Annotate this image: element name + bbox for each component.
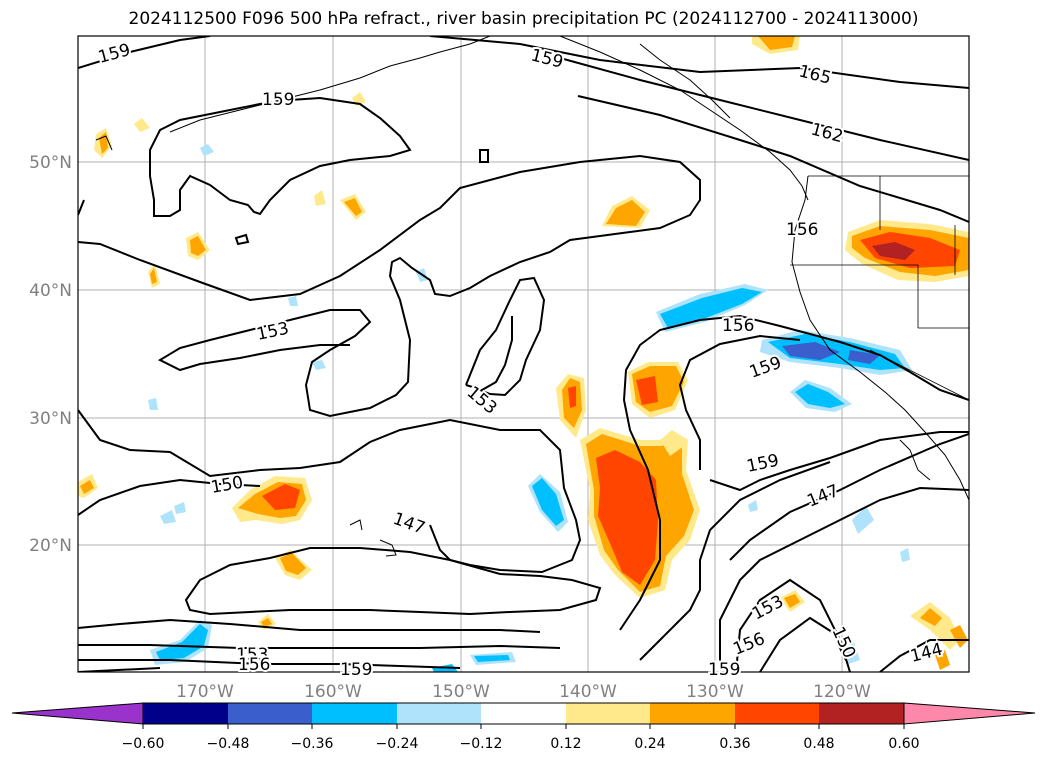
precip-positive-area bbox=[190, 236, 206, 256]
precip-negative-area bbox=[532, 478, 564, 526]
contour-label: 156 bbox=[238, 655, 270, 675]
precip-negative-area bbox=[148, 398, 158, 410]
colorbar-tick-label: −0.48 bbox=[207, 736, 250, 752]
colorbar-tick-label: −0.12 bbox=[460, 736, 503, 752]
lon-label: 160°W bbox=[304, 682, 362, 702]
precip-positive-area bbox=[920, 608, 942, 626]
colorbar-tick-label: 0.48 bbox=[803, 736, 834, 752]
contour-label: 153 bbox=[749, 592, 787, 625]
map-frame bbox=[77, 35, 970, 673]
contour-label: 153 bbox=[255, 319, 291, 345]
colorbar-segment bbox=[397, 703, 481, 724]
colorbar-extend-max bbox=[903, 702, 1036, 725]
precip-negative-area bbox=[200, 144, 214, 156]
colorbar-segment bbox=[228, 703, 312, 724]
precip-positive-area bbox=[636, 376, 658, 405]
contour-label: 156 bbox=[722, 316, 754, 336]
precip-negative-area bbox=[795, 384, 845, 408]
lat-label: 50°N bbox=[29, 153, 72, 173]
precip-positive-area bbox=[872, 242, 915, 260]
lat-label: 30°N bbox=[29, 409, 72, 429]
precip-negative-area bbox=[748, 500, 758, 512]
map-content bbox=[78, 36, 969, 672]
contour-label: 153 bbox=[463, 383, 501, 419]
coastlines bbox=[95, 36, 969, 557]
precip-shading bbox=[78, 36, 969, 672]
precip-positive-area bbox=[314, 190, 326, 206]
colorbar: −0.60 −0.48 −0.36 −0.24 −0.12 0.12 0.24 … bbox=[11, 702, 1036, 752]
precip-negative-area bbox=[900, 548, 910, 562]
precip-positive-area bbox=[568, 386, 576, 408]
refractivity-contours bbox=[78, 36, 969, 672]
precip-negative-area bbox=[852, 506, 874, 534]
precip-negative-area bbox=[288, 296, 298, 306]
precip-positive-area bbox=[344, 198, 362, 216]
latitude-labels: 50°N 40°N 30°N 20°N bbox=[29, 153, 72, 556]
contour-label: 153 bbox=[236, 645, 268, 665]
lon-label: 130°W bbox=[686, 682, 744, 702]
longitude-labels: 170°W 160°W 150°W 140°W 130°W 120°W bbox=[176, 682, 871, 702]
precip-negative-area bbox=[782, 342, 840, 360]
contour-label: 165 bbox=[797, 61, 833, 88]
colorbar-segment bbox=[819, 703, 904, 724]
colorbar-tick-label: 0.24 bbox=[634, 736, 665, 752]
colorbar-tick-label: 0.12 bbox=[550, 736, 581, 752]
contour-label: 159 bbox=[529, 45, 565, 72]
colorbar-segment bbox=[566, 703, 650, 724]
lon-label: 170°W bbox=[176, 682, 234, 702]
colorbar-tick-label: 0.60 bbox=[888, 736, 919, 752]
contour-label: 159 bbox=[745, 451, 781, 477]
precip-positive-area bbox=[660, 432, 684, 456]
colorbar-extend-min bbox=[11, 702, 144, 725]
colorbar-segment bbox=[312, 703, 397, 724]
precip-positive-area bbox=[935, 650, 950, 670]
contour-label: 156 bbox=[730, 629, 768, 660]
colorbar-segment bbox=[650, 703, 735, 724]
precip-positive-area bbox=[80, 480, 94, 494]
precip-negative-area bbox=[474, 655, 510, 662]
colorbar-segment bbox=[481, 703, 566, 724]
colorbar-segment bbox=[735, 703, 819, 724]
precip-negative-area bbox=[844, 642, 860, 664]
precip-positive-area bbox=[784, 594, 800, 608]
lon-label: 150°W bbox=[432, 682, 490, 702]
contour-label: 159 bbox=[708, 660, 740, 680]
colorbar-tick-label: 0.36 bbox=[719, 736, 750, 752]
precip-negative-area bbox=[174, 502, 186, 514]
map-title: 2024112500 F096 500 hPa refract., river … bbox=[128, 9, 919, 29]
precip-positive-area bbox=[262, 484, 300, 510]
lat-label: 40°N bbox=[29, 281, 72, 301]
contour-label: 147 bbox=[804, 481, 842, 512]
contour-label: 159 bbox=[96, 40, 133, 68]
contour-label: 162 bbox=[809, 120, 846, 148]
colorbar-tick-label: −0.60 bbox=[122, 736, 165, 752]
precip-positive-area bbox=[950, 625, 968, 648]
contour-label: 159 bbox=[262, 90, 294, 110]
colorbar-tick-label: −0.24 bbox=[376, 736, 419, 752]
precip-positive-area bbox=[758, 36, 795, 50]
lon-label: 120°W bbox=[813, 682, 871, 702]
precip-positive-area bbox=[606, 200, 645, 226]
contour-label: 159 bbox=[340, 660, 372, 680]
precip-positive-area bbox=[280, 553, 306, 575]
precip-positive-area bbox=[134, 118, 150, 132]
precip-positive-area bbox=[596, 450, 658, 585]
lon-label: 140°W bbox=[559, 682, 617, 702]
contour-label: 159 bbox=[747, 353, 784, 383]
precip-negative-area bbox=[660, 288, 762, 328]
contour-label: 147 bbox=[390, 509, 427, 539]
precip-negative-area bbox=[156, 624, 208, 660]
precip-positive-area bbox=[261, 618, 272, 627]
lat-label: 20°N bbox=[29, 536, 72, 556]
precip-negative-area bbox=[848, 350, 880, 364]
contour-label: 156 bbox=[786, 220, 818, 240]
colorbar-segment bbox=[143, 703, 228, 724]
colorbar-tick-label: −0.36 bbox=[291, 736, 334, 752]
precip-positive-area bbox=[150, 268, 157, 284]
precip-negative-area bbox=[160, 510, 176, 524]
precip-negative-area bbox=[312, 360, 326, 370]
contour-label: 150 bbox=[209, 473, 244, 498]
